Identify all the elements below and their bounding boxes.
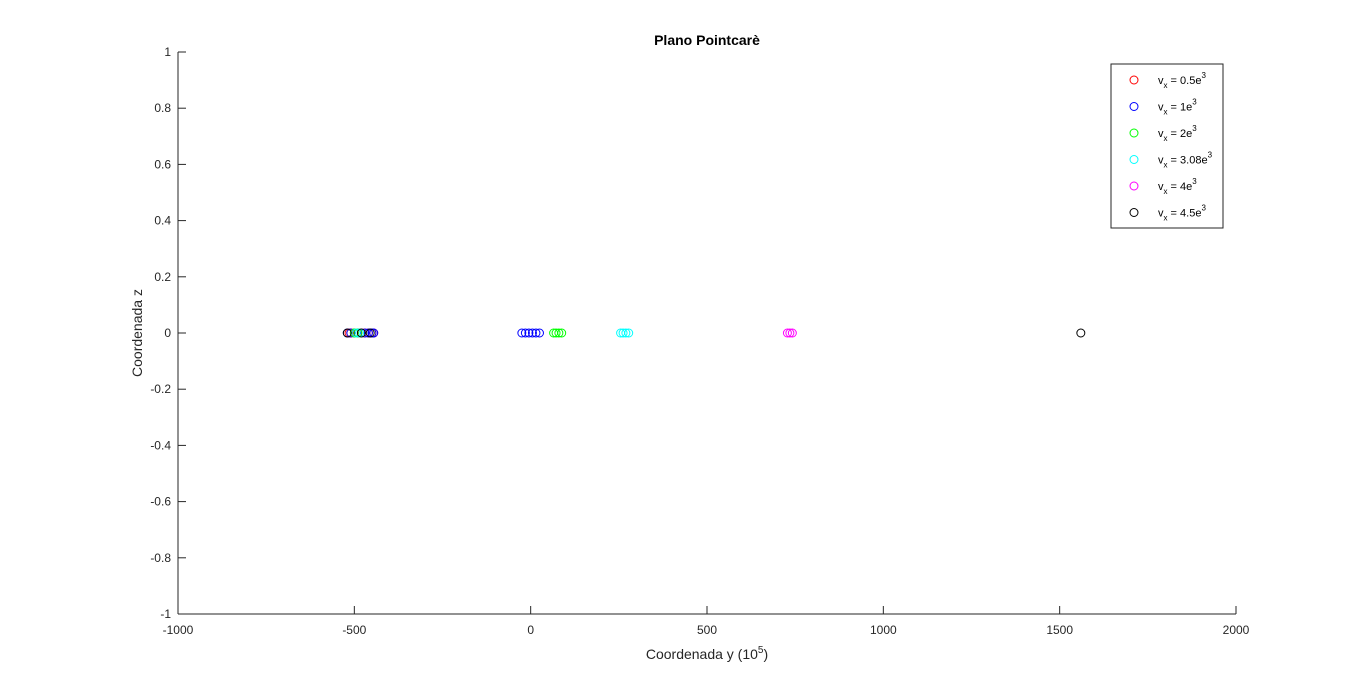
legend-marker [1129,181,1139,191]
x-tick-label: 500 [697,623,717,637]
legend-entry: vx = 1e3 [1158,98,1197,117]
marker-series-5 [782,328,792,338]
marker-series-2 [520,328,530,338]
x-tick-label: -1000 [163,623,194,637]
y-tick-label: 0.6 [154,157,171,171]
x-axis-label-main: Coordenada y (10 [646,646,758,662]
marker-series-2 [534,328,544,338]
x-tick-label: 1500 [1046,623,1073,637]
legend-marker [1129,102,1139,111]
marker-series-6 [356,328,366,338]
marker-series-5 [787,328,797,338]
data-markers [342,328,1086,338]
marker-series-3 [557,328,567,338]
y-tick-label: -0.2 [150,382,171,396]
marker-series-2 [531,328,541,338]
legend-marker [1129,75,1139,85]
x-tick-label: 1000 [870,623,897,637]
y-tick-label: 0.8 [154,101,171,115]
y-tick-label: 0.2 [154,270,171,284]
marker-series-2 [517,328,527,338]
legend-entry: vx = 4.5e3 [1158,204,1206,223]
marker-series-2 [524,328,534,338]
marker-series-4 [351,328,361,338]
marker-series-5 [785,328,795,338]
marker-series-4 [624,328,634,338]
legend-marker [1129,208,1139,217]
x-axis-label: Coordenada y (105) [646,645,768,662]
marker-series-3 [554,328,564,338]
marker-series-4 [618,328,628,338]
legend-entry: vx = 2e3 [1158,124,1197,143]
marker-series-2 [360,328,370,338]
marker-series-4 [621,328,631,338]
y-tick-label: 1 [164,45,171,59]
y-tick-label: 0.4 [154,214,171,228]
y-tick-label: -0.4 [150,438,171,452]
marker-series-2 [369,328,379,338]
axes: -1000 -500 0 500 1000 1500 2000 1 0.8 0.6 0.4 0.2 0 -… [150,45,1249,637]
marker-series-6 [1076,328,1086,338]
legend-box [1110,63,1224,229]
marker-series-3 [551,328,561,338]
x-tick-label: 2000 [1223,623,1250,637]
x-tick-label: -500 [342,623,366,637]
x-tick-label: 0 [527,623,534,637]
legend-entry: vx = 4e3 [1158,177,1197,196]
marker-series-6 [342,328,352,338]
legend-marker [1129,128,1139,138]
marker-series-6 [365,328,375,338]
legend-entry: vx = 3.08e3 [1158,151,1213,170]
legend-marker [1129,155,1139,164]
marker-series-2 [346,328,356,338]
y-axis-label: Coordenada z [129,289,145,377]
x-axis-label-sup: 5 [758,645,764,656]
x-axis-label-end: ) [763,646,768,662]
y-tick-label: -1 [160,607,171,621]
marker-series-2 [527,328,537,338]
y-tick-label: 0 [164,326,171,340]
legend: vx = 0.5e3 vx = 1e3 vx = 2e3 vx = 3.08e3 vx … [1110,63,1224,229]
chart-title: Plano Pointcarè [654,32,760,48]
legend-entry: vx = 0.5e3 [1158,71,1206,90]
y-tick-label: -0.8 [150,551,171,565]
y-tick-label: -0.6 [150,495,171,509]
